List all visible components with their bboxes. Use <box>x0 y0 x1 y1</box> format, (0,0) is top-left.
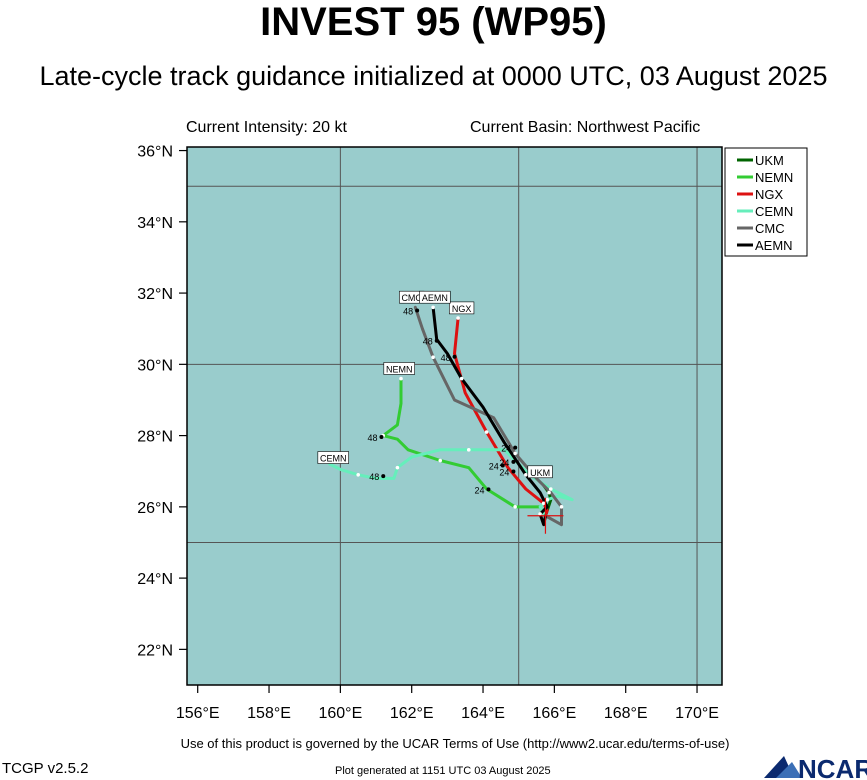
lon-tick-label: 158°E <box>247 705 291 722</box>
track-point-aemn <box>459 376 464 381</box>
version-label: TCGP v2.5.2 <box>2 760 89 777</box>
track-point-cemn <box>545 497 550 502</box>
lon-tick-label: 166°E <box>532 705 576 722</box>
legend-label-ngx: NGX <box>755 187 784 202</box>
generated-timestamp: Plot generated at 1151 UTC 03 August 202… <box>335 765 551 777</box>
tau-dot <box>511 469 516 474</box>
lon-tick-label: 168°E <box>604 705 648 722</box>
lat-tick-label: 22°N <box>137 642 173 659</box>
tau-label: 24 <box>499 468 509 478</box>
tau-dot <box>415 308 420 313</box>
lon-tick-label: 160°E <box>318 705 362 722</box>
legend-label-cmc: CMC <box>755 221 785 236</box>
tau-dot <box>513 445 518 450</box>
ncar-logo-text: NCAR <box>798 754 867 780</box>
track-point-cemn <box>549 487 553 491</box>
track-point-ngx <box>484 430 489 434</box>
end-label-ukm: UKM <box>530 468 550 478</box>
lon-tick-label: 162°E <box>390 705 434 722</box>
lat-tick-label: 32°N <box>137 286 173 303</box>
track-point-cmc <box>431 355 435 360</box>
lon-tick-label: 164°E <box>461 705 505 722</box>
track-point-aemn <box>524 472 528 477</box>
tau-label: 48 <box>441 353 451 363</box>
track-point-ukm <box>547 490 551 495</box>
track-point-cemn <box>356 472 361 477</box>
track-point-ngx <box>456 316 460 320</box>
end-label-box <box>317 451 349 464</box>
page-subtitle: Late-cycle track guidance initialized at… <box>39 61 828 91</box>
current-position-marker <box>527 497 564 534</box>
track-point-aemn <box>431 305 435 310</box>
end-label-box <box>449 301 475 315</box>
terms-of-use[interactable]: Use of this product is governed by the U… <box>180 736 730 751</box>
tau-label: 24 <box>489 461 499 471</box>
tau-dot <box>381 474 386 479</box>
end-label-box <box>419 290 451 304</box>
lat-tick-label: 34°N <box>137 215 173 232</box>
lon-tick-label: 170°E <box>675 705 719 722</box>
ncar-logo: NCAR <box>764 754 867 780</box>
legend-box <box>724 147 808 257</box>
track-point-cemn <box>395 465 400 470</box>
track-labels: UKM 24 48 NEMN 24 48 NGX 24 48 CEMN 24 48 CMC 24 48 AEM… <box>317 290 553 495</box>
lat-tick-label: 24°N <box>137 571 173 588</box>
tau-label: 48 <box>367 433 377 443</box>
map-ocean <box>187 147 722 685</box>
page-title: INVEST 95 (WP95) <box>260 0 607 44</box>
tau-dot <box>511 459 516 464</box>
end-label-nemn: NEMN <box>386 364 413 374</box>
tau-dot <box>434 338 439 343</box>
end-label-box <box>383 362 415 375</box>
track-point-ngx <box>541 501 546 506</box>
track-point-cmc <box>559 505 564 509</box>
lon-tick-label: 156°E <box>176 705 220 722</box>
legend-label-aemn: AEMN <box>755 238 793 253</box>
current-basin-label: Current Basin: Northwest Pacific <box>470 119 701 136</box>
tau-dot <box>486 487 491 492</box>
legend: UKM NEMN NGX CEMN CMC AEMN <box>724 147 808 257</box>
legend-label-ukm: UKM <box>755 153 784 168</box>
map-axes: 156°E 158°E 160°E 162°E 164°E 166°E 168°E 170°E… <box>137 144 719 722</box>
tau-dot <box>500 463 505 468</box>
tau-dot <box>379 434 384 439</box>
lat-tick-label: 28°N <box>137 429 173 446</box>
end-label-cmc: CMC <box>401 293 422 303</box>
end-label-aemn: AEMN <box>422 293 448 303</box>
track-point-cemn <box>466 448 471 452</box>
current-intensity-label: Current Intensity: 20 kt <box>186 119 347 136</box>
track-point-nemn <box>438 458 443 463</box>
track-markers <box>356 305 564 516</box>
tau-label: 24 <box>499 458 509 468</box>
lat-tick-label: 26°N <box>137 500 173 517</box>
tau-label: 24 <box>501 444 511 454</box>
track-point-nemn <box>399 376 403 381</box>
legend-label-nemn: NEMN <box>755 170 793 185</box>
lat-tick-label: 30°N <box>137 357 173 374</box>
tau-dot <box>452 354 457 359</box>
lat-tick-label: 36°N <box>137 144 173 161</box>
end-label-ngx: NGX <box>452 304 472 314</box>
track-point-cmc <box>513 451 517 456</box>
tau-label: 48 <box>369 472 379 482</box>
legend-label-cemn: CEMN <box>755 204 793 219</box>
track-point-aemn <box>538 512 542 516</box>
tau-label: 48 <box>423 337 433 347</box>
map-frame <box>186 146 723 686</box>
track-point-nemn <box>513 505 517 509</box>
end-label-box <box>527 465 553 479</box>
tau-label: 24 <box>474 485 484 495</box>
end-label-cemn: CEMN <box>320 454 347 464</box>
tau-label: 48 <box>403 306 413 316</box>
